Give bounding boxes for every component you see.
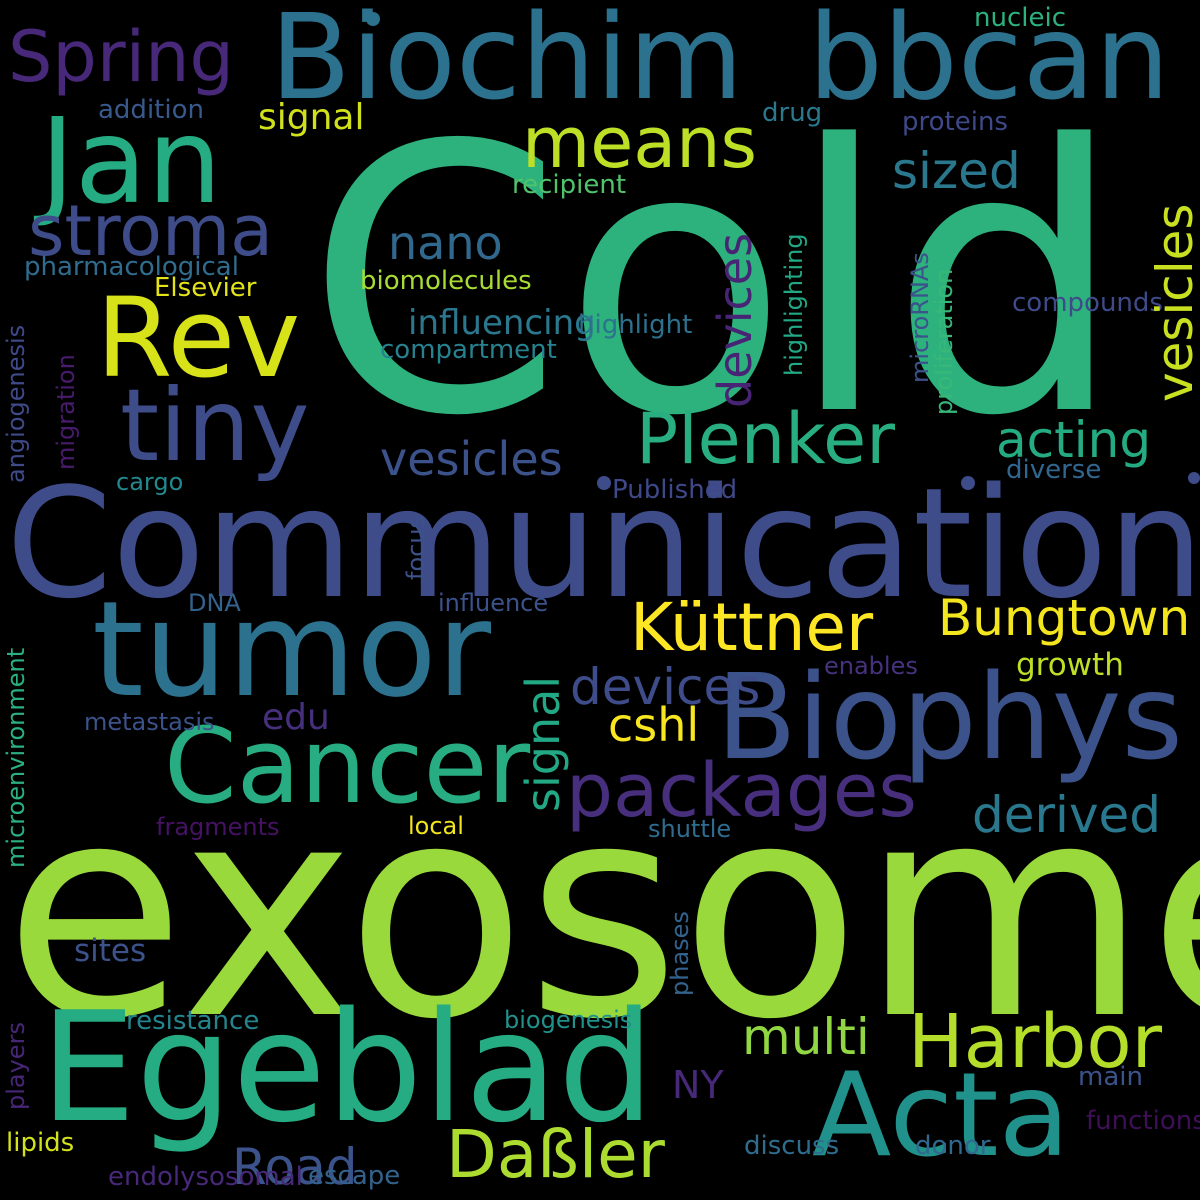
word-microenvironment: microenvironment [2,647,30,868]
word-plenker: Plenker [636,398,895,480]
word-vesicles-main: vesicles [1146,203,1200,403]
word-compounds: addition [98,95,204,125]
word-biochim: Biochim [270,0,744,126]
word-kuttner: Küttner [630,589,874,666]
word-bbcan: bbcan [808,0,1170,126]
word-sites: influencing [408,303,596,343]
word-signal: signal [516,675,570,812]
dot-b [597,476,611,490]
word-stroma: stroma [28,190,274,272]
word-angiogenesis: angiogenesis [2,324,30,483]
word-spring: Spring [8,16,234,98]
word-cargo: compounds [1012,288,1163,318]
word-endolysosomal: donor [915,1131,991,1161]
word-bungtown: Bungtown [938,589,1191,647]
word-escape: functions [1086,1106,1200,1136]
dot-c [961,476,975,490]
word-cshl: vesicles [380,432,563,486]
word-cancer: Cancer [164,705,531,827]
word-compartment: pharmacological [24,252,239,282]
word-communication: Communication [6,455,1200,632]
word-migration: migration [52,354,80,470]
word-egeblad: Egeblad [40,979,655,1156]
word-lipids: discuss [744,1131,840,1161]
word-biomolecules: Published [612,475,738,505]
word-packages: packages [566,748,917,834]
word-influence: nucleic [974,3,1066,33]
word-proteins: recipient [512,170,627,200]
word-local: NY [672,1063,724,1107]
word-recipient: biomolecules [360,266,532,296]
word-highlight: Elsevier [154,273,257,303]
word-exosome: exosome [4,740,1200,1084]
word-jan: Jan [40,92,222,230]
word-edu: cshl [608,698,700,752]
word-acta: Acta [812,1048,1070,1183]
dot-a [366,12,380,26]
word-drug: highlight [578,310,693,340]
word-phases: phases [666,911,694,996]
word-nano: nano [388,216,503,270]
word-rev: Rev [96,274,301,402]
word-dna: diverse [1006,455,1102,485]
word-diverse: drug [762,98,823,128]
word-metastasis: DNA [188,589,241,617]
word-acting: acting [996,411,1152,469]
word-biophys: Biophys [716,648,1183,786]
word-multi: multi [742,1008,870,1066]
word-cold: Cold [306,67,1124,496]
word-fragments: growth [1016,647,1124,683]
word-growth: signal [258,97,365,138]
word-harbor: Harbor [908,999,1163,1085]
word-nucleic: proteins [902,107,1008,137]
word-tiny: tiny [120,367,310,484]
word-transfer: escape [308,1161,401,1191]
word-means: means [522,102,757,184]
word-sized: sized [892,142,1021,200]
word-biogenesis: enables [824,652,918,680]
word-acids: endolysosomal [108,1162,303,1192]
word-players: players [2,1022,30,1110]
word-sorting: lipids [6,1128,75,1158]
word-published: local [408,812,464,840]
word-enables: cargo [116,468,184,496]
word-road: devices [570,658,761,716]
word-influencing: edu [262,697,330,738]
word-donor: biogenesis [504,1006,633,1034]
word-focus: focus [402,515,430,580]
word-functions: resistance [126,1006,260,1036]
word-dassler: Daßler [446,1116,665,1193]
word-addition: compartment [380,335,557,365]
dot-d [1188,472,1200,484]
word-highlighting: highlighting [780,233,808,376]
word-micrornas: microRNAs [906,252,934,383]
word-elsevier: shuttle [648,815,732,843]
word-proliferation: proliferation [930,268,958,415]
word-devices: devices [708,232,762,408]
word-ny: Road [232,1138,358,1196]
word-main: metastasis [84,708,215,736]
word-pharmacological: fragments [156,813,280,841]
word-resistance: influence [438,589,549,617]
word-tumor: tumor [92,573,492,727]
word-derived: derived [972,786,1162,844]
word-shuttle: sites [74,933,147,969]
word-discuss: main [1078,1062,1143,1092]
